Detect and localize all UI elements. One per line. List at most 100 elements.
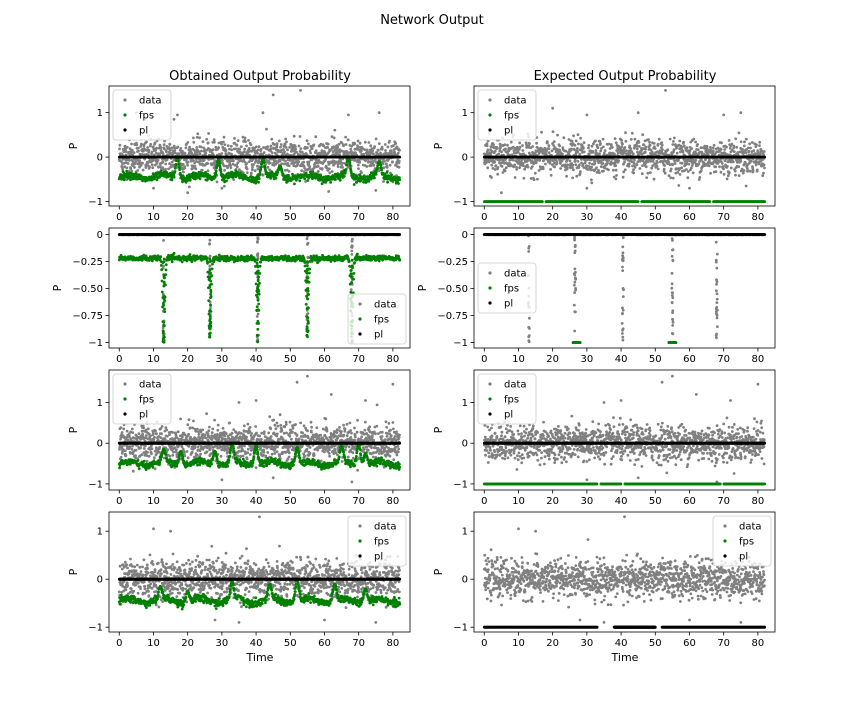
data-point [737,174,741,178]
data-point [353,142,357,146]
data-point [716,161,720,165]
data-point [656,142,660,146]
data-point [201,140,205,144]
data-point [671,143,675,146]
data-point [141,161,144,165]
data-point [521,164,525,168]
fps-point [376,163,380,167]
data-point [748,142,752,146]
data-point [677,158,680,162]
data-point [749,146,752,150]
data-point [497,152,501,156]
data-point [333,128,337,132]
data-point [220,142,224,146]
data-point [623,168,627,172]
data-point [549,173,553,177]
x-tick-label: 50 [284,212,297,223]
data-point [379,153,383,157]
data-point [596,146,600,150]
data-point [501,171,505,174]
data-point [620,138,623,142]
data-point [758,144,761,148]
data-point [518,166,521,170]
data-point [711,146,715,150]
data-point [149,142,153,146]
data-point [576,150,579,154]
data-point [739,111,743,115]
data-point [503,143,507,147]
data-point [758,140,762,144]
data-point [377,111,381,115]
data-point [330,148,333,151]
data-point [330,170,334,173]
data-point [732,150,736,154]
data-point [498,161,501,165]
legend-marker-pl [123,128,127,132]
data-point [589,158,593,162]
data-point [256,148,260,152]
fps-point [374,172,378,176]
data-point [298,135,302,138]
data-point [741,171,745,175]
fps-point [257,177,261,181]
x-tick-label: 30 [216,212,229,223]
data-point [244,153,248,157]
data-point [748,161,751,165]
data-point [250,149,254,153]
data-point [726,174,730,178]
data-point [381,162,385,166]
data-point [278,159,282,163]
data-point [675,151,679,155]
data-point [190,151,194,155]
data-point [357,145,361,149]
data-point [565,174,568,178]
data-point [205,137,209,141]
data-point [686,176,690,180]
data-point [186,160,190,164]
data-point [299,147,303,151]
data-point [395,174,398,178]
data-point [725,165,729,168]
data-point [579,170,582,174]
data-point [294,147,297,151]
data-point [135,143,139,147]
fps-point [172,175,176,179]
data-point [633,158,636,162]
data-point [207,132,211,135]
data-point [192,136,195,140]
fps-point [188,178,192,182]
data-point [685,168,688,171]
data-point [762,171,765,175]
data-point [725,177,729,181]
fps-point [258,172,262,176]
legend-label-fps: fps [139,111,154,122]
data-point [521,162,525,165]
data-point [642,143,646,147]
x-tick-label: 70 [352,212,365,223]
fps-point [380,168,384,172]
data-point [621,175,625,179]
y-tick-label: 0 [97,153,103,164]
data-point [729,166,733,170]
data-point [236,139,240,143]
data-point [128,147,132,151]
legend-label-data: data [139,96,162,107]
data-point [632,161,636,165]
data-point [310,147,314,150]
data-point [606,161,609,165]
data-point [325,166,329,170]
data-point [313,161,317,165]
data-point [309,144,313,148]
data-point [347,113,350,117]
data-point [636,150,639,154]
data-point [327,190,330,193]
data-point [313,165,316,169]
data-point [176,145,180,149]
data-point [668,137,672,141]
data-point [558,144,561,148]
data-point [262,146,265,149]
data-point [720,141,723,145]
data-point [660,143,664,147]
fps-point [177,162,181,166]
data-point [699,146,703,150]
